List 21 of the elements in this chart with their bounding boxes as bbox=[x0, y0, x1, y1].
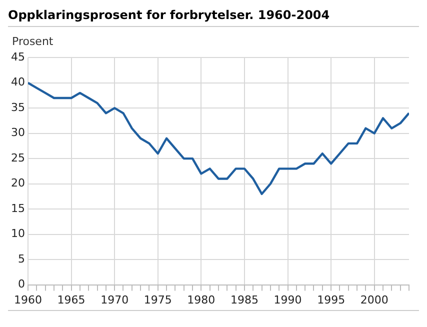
y-tick-label: 0 bbox=[18, 278, 25, 291]
y-tick-label: 40 bbox=[10, 76, 25, 89]
chart-title: Oppklaringsprosent for forbrytelser. 1960-2004 bbox=[8, 8, 419, 27]
x-tick-label: 1965 bbox=[57, 293, 86, 306]
y-axis-title: Prosent bbox=[12, 35, 54, 48]
x-tick-label: 2000 bbox=[360, 293, 388, 306]
y-tick-label: 15 bbox=[10, 202, 25, 215]
y-tick-label: 25 bbox=[10, 151, 25, 164]
x-tick-label: 1970 bbox=[100, 293, 129, 306]
y-tick-label: 45 bbox=[10, 50, 25, 64]
y-tick-label: 30 bbox=[10, 126, 25, 140]
x-tick-label: 1975 bbox=[144, 293, 172, 306]
x-tick-label: 1960 bbox=[14, 293, 42, 306]
y-tick-label: 10 bbox=[10, 227, 25, 240]
y-tick-label: 35 bbox=[10, 100, 25, 114]
y-tick-label: 5 bbox=[18, 252, 25, 266]
x-tick-label: 1980 bbox=[187, 293, 216, 306]
x-tick-label: 1985 bbox=[230, 293, 258, 306]
y-tick-label: 20 bbox=[10, 176, 25, 190]
x-tick-label: 1995 bbox=[317, 293, 346, 306]
x-tick-label: 1990 bbox=[274, 293, 302, 306]
